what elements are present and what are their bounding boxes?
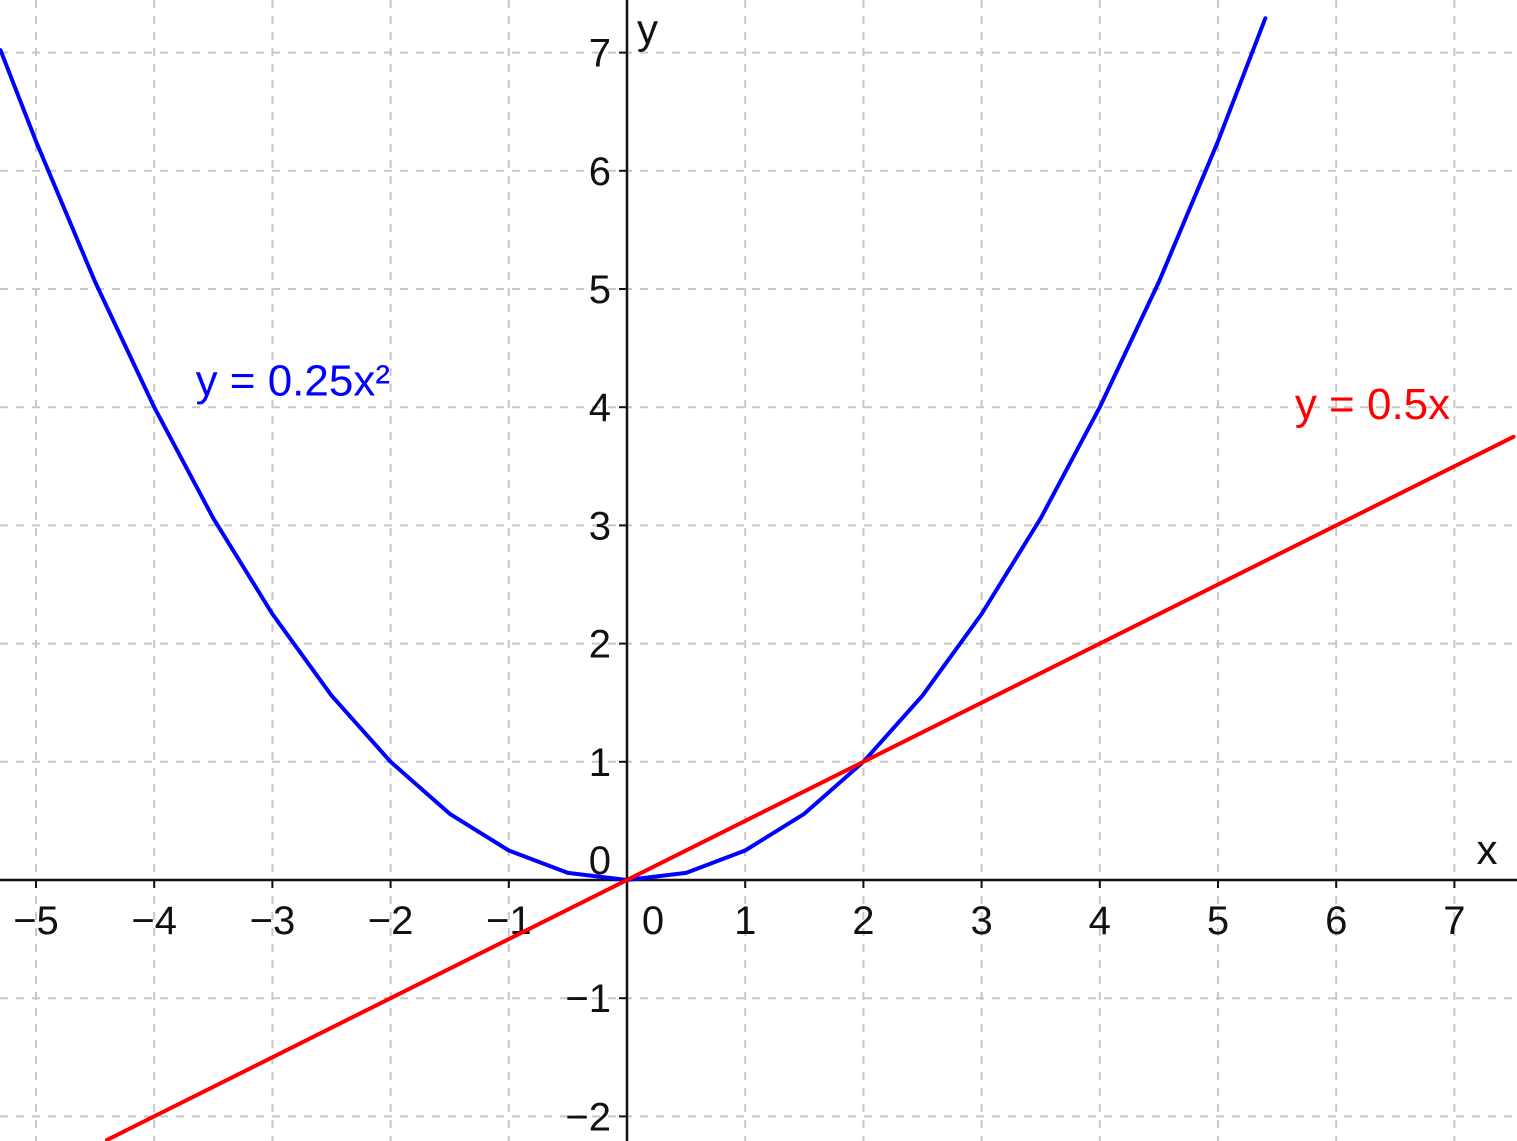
x-tick-label: 7 <box>1443 899 1465 943</box>
x-tick-label: 2 <box>852 899 874 943</box>
y-tick-label: −2 <box>565 1095 611 1139</box>
x-axis-label: x <box>1477 826 1498 873</box>
x-tick-label: −4 <box>131 899 177 943</box>
x-tick-label: −2 <box>368 899 414 943</box>
y-tick-label: 7 <box>589 32 611 76</box>
y-tick-label: 3 <box>589 504 611 548</box>
x-tick-label: −5 <box>13 899 59 943</box>
series-line-0 <box>0 16 1268 882</box>
series <box>0 16 1516 1141</box>
x-tick-label: 6 <box>1325 899 1347 943</box>
y-tick-label: 6 <box>589 150 611 194</box>
series-line-1 <box>104 434 1516 1141</box>
y-axis-label: y <box>637 6 658 53</box>
x-tick-label: 0 <box>642 899 664 943</box>
y-tick-label: −1 <box>565 977 611 1021</box>
y-tick-label: 5 <box>589 268 611 312</box>
x-tick-label: −1 <box>486 899 532 943</box>
x-tick-label: 1 <box>734 899 756 943</box>
x-tick-label: 3 <box>970 899 992 943</box>
series-label-line: y = 0.5x <box>1295 380 1450 429</box>
series-label-parabola: y = 0.25x² <box>196 356 390 405</box>
tick-labels: −5 −4 −3 −2 −1 0 1 2 3 4 5 6 7 −2 −1 0 1 2 3 4 5 6 7 <box>13 32 1465 1140</box>
x-tick-label: 4 <box>1089 899 1111 943</box>
x-tick-label: −3 <box>250 899 296 943</box>
y-tick-label: 0 <box>589 839 611 883</box>
y-tick-label: 1 <box>589 741 611 785</box>
y-tick-label: 4 <box>589 386 611 430</box>
x-tick-label: 5 <box>1207 899 1229 943</box>
y-tick-label: 2 <box>589 623 611 667</box>
